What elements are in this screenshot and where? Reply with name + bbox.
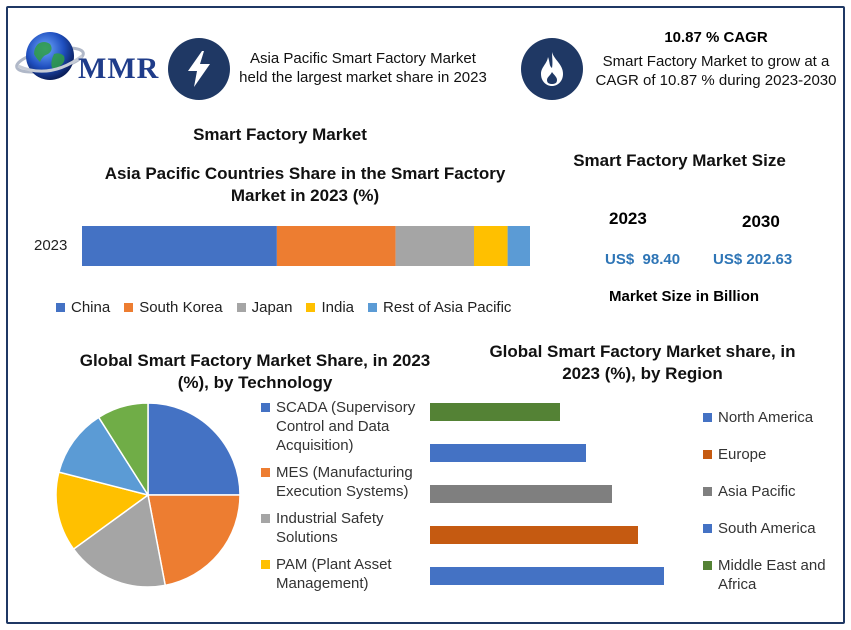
globe-icon (15, 32, 85, 80)
legend-item-india: India (306, 299, 354, 316)
stacked-chart-category: 2023 (34, 237, 68, 254)
stacked-bar-rest-of-asia-pacific (507, 226, 530, 266)
legend-label: Rest of Asia Pacific (383, 299, 512, 316)
lightning-icon-circle (168, 38, 230, 100)
legend-swatch (703, 487, 712, 496)
pie-legend-item: MES (Manufacturing Execution Systems) (261, 463, 431, 501)
market-value-2030: US$ 202.63 (713, 251, 793, 268)
stacked-bar-chart (82, 226, 530, 266)
legend-label: China (71, 299, 111, 316)
legend-label: Middle East and Africa (718, 557, 826, 593)
legend-label: Asia Pacific (718, 483, 796, 500)
legend-item-china: China (56, 299, 110, 316)
legend-swatch (56, 303, 65, 312)
pie-legend-item: Industrial Safety Solutions (261, 509, 431, 547)
legend-swatch (306, 303, 316, 312)
stacked-chart-title: Asia Pacific Countries Share in the Smar… (104, 164, 506, 205)
market-unit-label: Market Size in Billion (609, 288, 760, 305)
legend-swatch (261, 468, 270, 477)
region-bar-north-america (430, 567, 664, 585)
legend-label: South Korea (139, 299, 223, 316)
region-bar-europe (430, 526, 638, 544)
region-bar-asia-pacific (430, 485, 612, 503)
legend-swatch (703, 413, 712, 422)
region-chart-legend: North America Europe Asia Pacific South Ame… (703, 408, 833, 594)
pie-legend-item: PAM (Plant Asset Management) (261, 555, 431, 593)
stacked-chart-legend: China South Korea Japan India Rest of Asia P… (56, 299, 576, 317)
pie-slice-scada-supervisory-co (147, 402, 241, 496)
region-legend-item-south-america: South America (703, 519, 833, 538)
legend-label: Japan (251, 299, 293, 316)
legend-swatch (703, 524, 712, 533)
region-chart-title: Global Smart Factory Market share, in 20… (489, 342, 796, 383)
highlight1-text: Asia Pacific Smart Factory Market held t… (239, 50, 487, 86)
legend-label: India (321, 299, 355, 316)
legend-swatch (261, 560, 270, 569)
region-bar-middle-east-and-africa (430, 403, 560, 421)
legend-label: Industrial Safety Solutions (276, 510, 384, 546)
legend-label: PAM (Plant Asset Management) (276, 556, 392, 592)
stacked-bar-south-korea (276, 226, 396, 266)
flame-icon (541, 52, 563, 86)
pie-slice-unlabeled-5 (97, 402, 149, 498)
region-bar-south-america (430, 444, 586, 462)
legend-swatch (703, 450, 712, 459)
highlight2: 10.87 % CAGR Smart Factory Market to gro… (590, 28, 842, 90)
page-frame (6, 6, 845, 624)
legend-label: SCADA (Supervisory Control and Data Acqu… (276, 399, 416, 454)
stacked-bar-china (82, 226, 277, 266)
pie-chart-legend: SCADA (Supervisory Control and Data Acqu… (261, 398, 431, 593)
region-legend-item-asia-pacific: Asia Pacific (703, 482, 833, 501)
legend-item-south-korea: South Korea (124, 299, 223, 316)
stacked-bar-india (474, 226, 508, 266)
legend-label: MES (Manufacturing Execution Systems) (276, 464, 413, 500)
pie-legend-item: SCADA (Supervisory Control and Data Acqu… (261, 398, 431, 455)
market-year-2023: 2023 (609, 209, 647, 228)
pie-chart (55, 402, 241, 588)
legend-label: North America (718, 409, 814, 426)
legend-swatch (261, 514, 270, 523)
cagr-title: 10.87 % CAGR (664, 29, 768, 46)
legend-item-rest-of-asia-pacific: Rest of Asia Pacific (368, 299, 511, 316)
legend-swatch (368, 303, 378, 312)
logo-text: MMR (78, 52, 160, 85)
market-value-2023: US$ 98.40 (605, 251, 681, 268)
region-legend-item-north-america: North America (703, 408, 833, 427)
pie-slice-mes-manufacturing-ex (147, 494, 241, 587)
stacked-bar-japan (395, 226, 474, 266)
legend-swatch (236, 303, 246, 312)
legend-item-japan: Japan (236, 299, 293, 316)
pie-slice-industrial-safety-so (72, 493, 167, 588)
legend-label: Europe (718, 446, 767, 463)
cagr-text: Smart Factory Market to grow at a CAGR o… (595, 53, 837, 89)
legend-swatch (703, 561, 712, 570)
logo: MMR (14, 22, 164, 94)
lightning-icon (188, 51, 210, 87)
flame-icon-circle (521, 38, 583, 100)
region-bar-chart (430, 403, 664, 585)
pie-chart-title: Global Smart Factory Market Share, in 20… (79, 351, 431, 392)
market-size-title: Smart Factory Market Size (573, 151, 786, 170)
pie-slice-unlabeled-4 (57, 416, 150, 497)
region-legend-item-middle-east-and-africa: Middle East and Africa (703, 556, 833, 594)
pie-slice-pam-plant-asset-mana (55, 471, 150, 551)
legend-swatch (124, 303, 134, 312)
market-year-2030: 2030 (742, 212, 780, 231)
main-title: Smart Factory Market (193, 125, 367, 144)
legend-label: South America (718, 520, 816, 537)
legend-swatch (261, 403, 270, 412)
region-legend-item-europe: Europe (703, 445, 833, 464)
